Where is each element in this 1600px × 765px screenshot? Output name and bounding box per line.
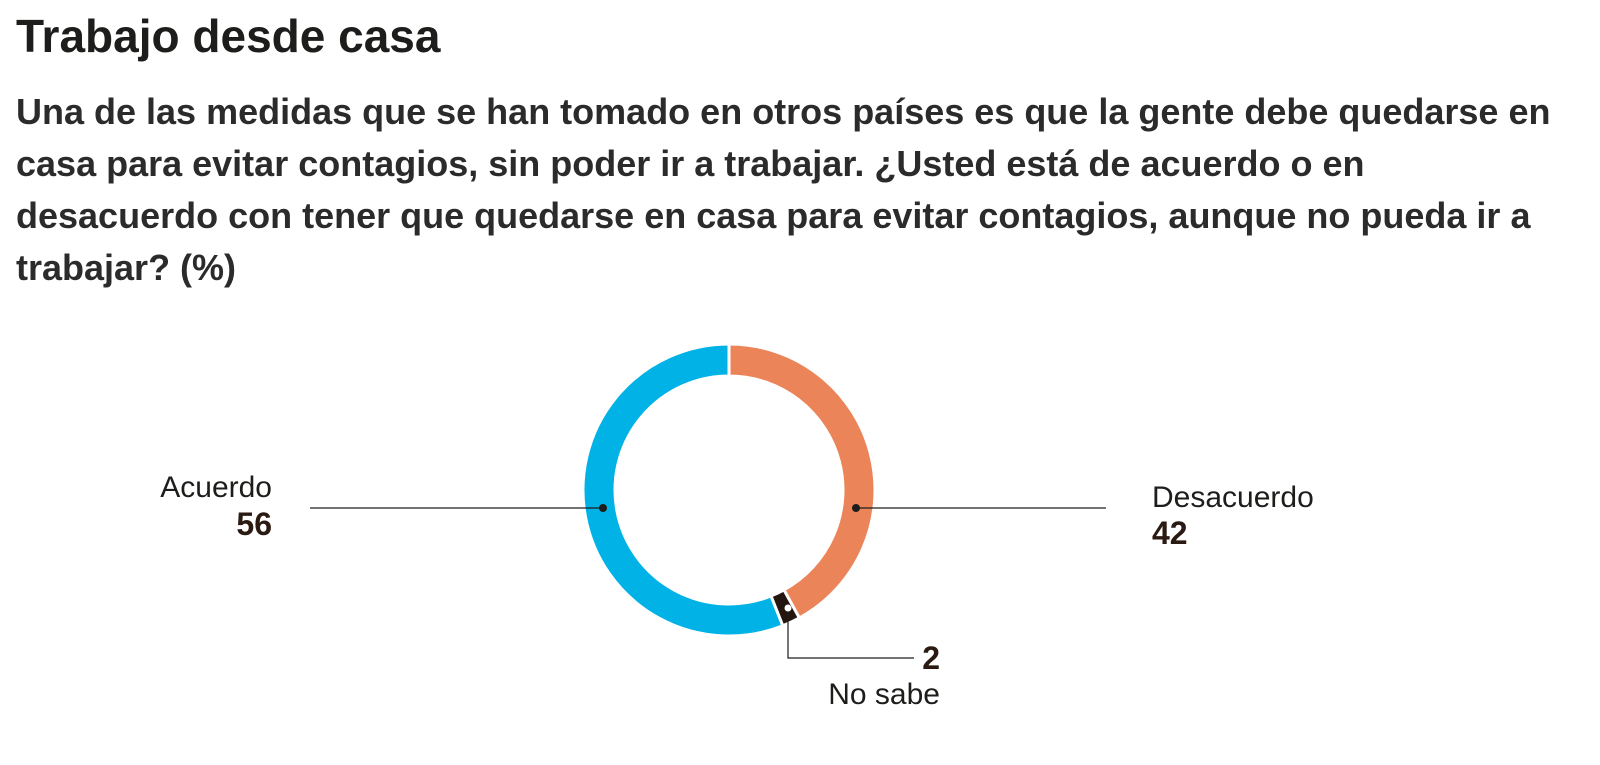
leader-line-nosabe — [787, 608, 914, 659]
label-nosabe-name: No sabe — [828, 678, 940, 711]
donut-slice-desacuerdo — [727, 342, 877, 620]
label-desacuerdo-value: 42 — [1152, 515, 1188, 551]
donut-chart: Acuerdo 56 Desacuerdo 42 2 No sabe — [160, 342, 1314, 711]
chart-subtitle: Una de las medidas que se han tomado en … — [16, 91, 1551, 288]
leader-dot-nosabe — [784, 604, 792, 612]
label-desacuerdo-name: Desacuerdo — [1152, 481, 1314, 514]
label-nosabe-value: 2 — [922, 640, 940, 676]
donut-slice-acuerdo — [581, 342, 785, 638]
leader-dot-desacuerdo — [852, 504, 860, 512]
donut-slices — [581, 342, 877, 638]
label-acuerdo-name: Acuerdo — [160, 471, 272, 504]
leader-dot-acuerdo — [599, 504, 607, 512]
label-acuerdo-value: 56 — [236, 506, 272, 542]
chart-title: Trabajo desde casa — [16, 10, 441, 62]
